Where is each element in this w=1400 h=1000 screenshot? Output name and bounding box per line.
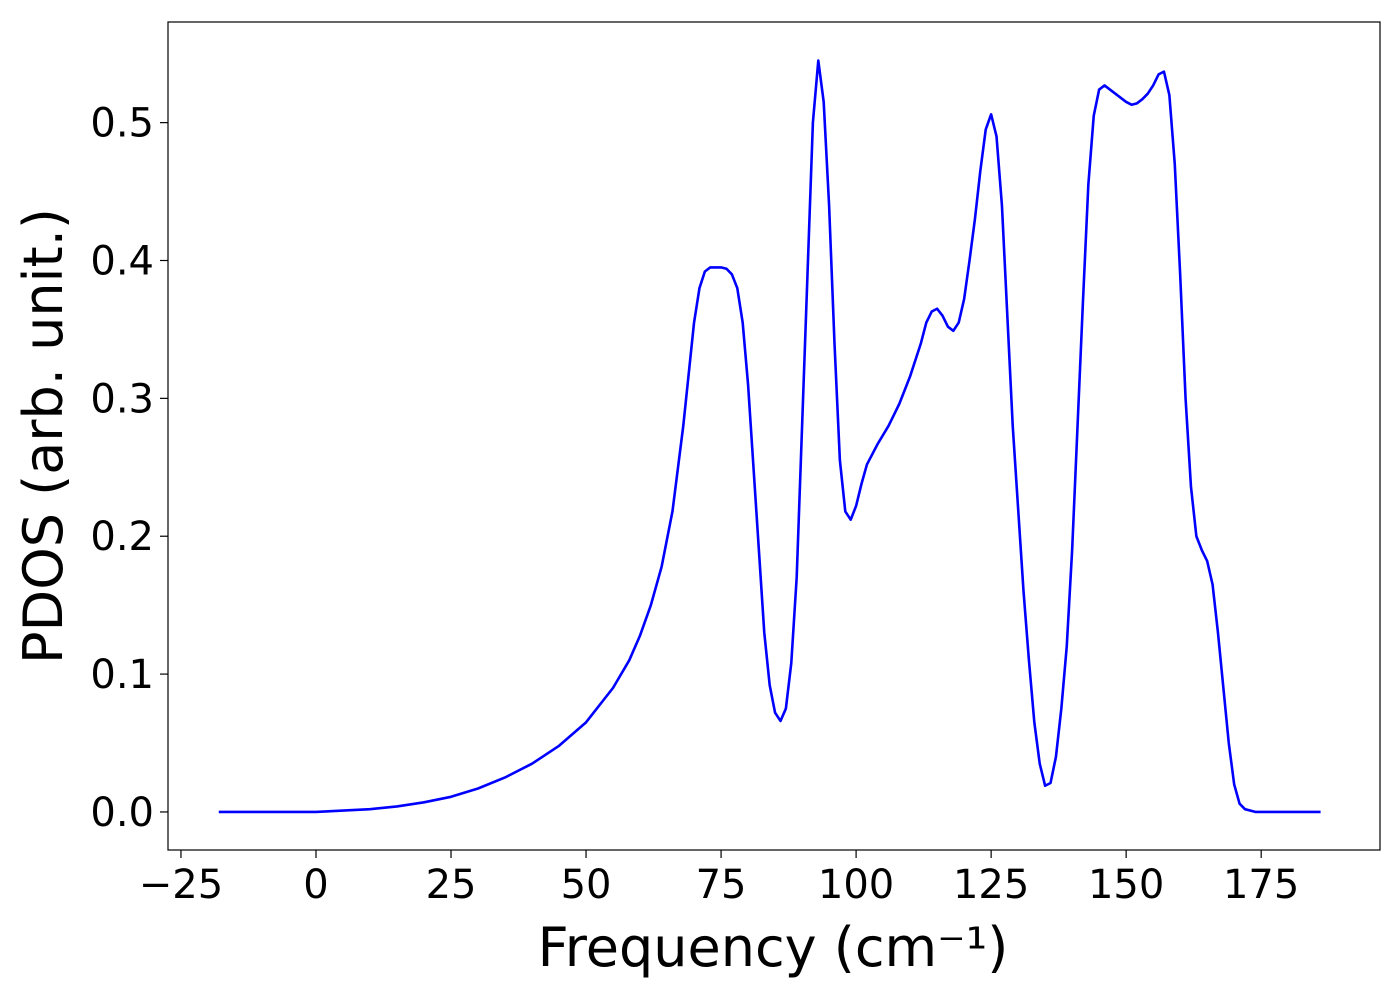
y-axis-label: PDOS (arb. unit.): [12, 208, 75, 664]
y-tick-label: 0.0: [90, 790, 154, 836]
x-tick-label: 125: [953, 862, 1029, 908]
plot-frame: [167, 21, 1381, 851]
pdos-line: [218, 59, 1321, 814]
x-tick-label: 0: [303, 862, 328, 908]
x-tick-label: −25: [139, 862, 223, 908]
x-tick-label: 50: [561, 862, 612, 908]
x-axis-label: Frequency (cm⁻¹): [538, 916, 1009, 979]
y-tick-label: 0.5: [90, 101, 154, 147]
x-tick-label: 150: [1088, 862, 1164, 908]
y-tick-label: 0.1: [90, 652, 154, 698]
y-tick-label: 0.4: [90, 239, 154, 285]
y-tick-label: 0.3: [90, 376, 154, 422]
x-tick-label: 75: [696, 862, 747, 908]
y-tick-label: 0.2: [90, 514, 154, 560]
x-tick-label: 175: [1223, 862, 1299, 908]
x-tick-label: 25: [426, 862, 477, 908]
x-tick-label: 100: [818, 862, 894, 908]
